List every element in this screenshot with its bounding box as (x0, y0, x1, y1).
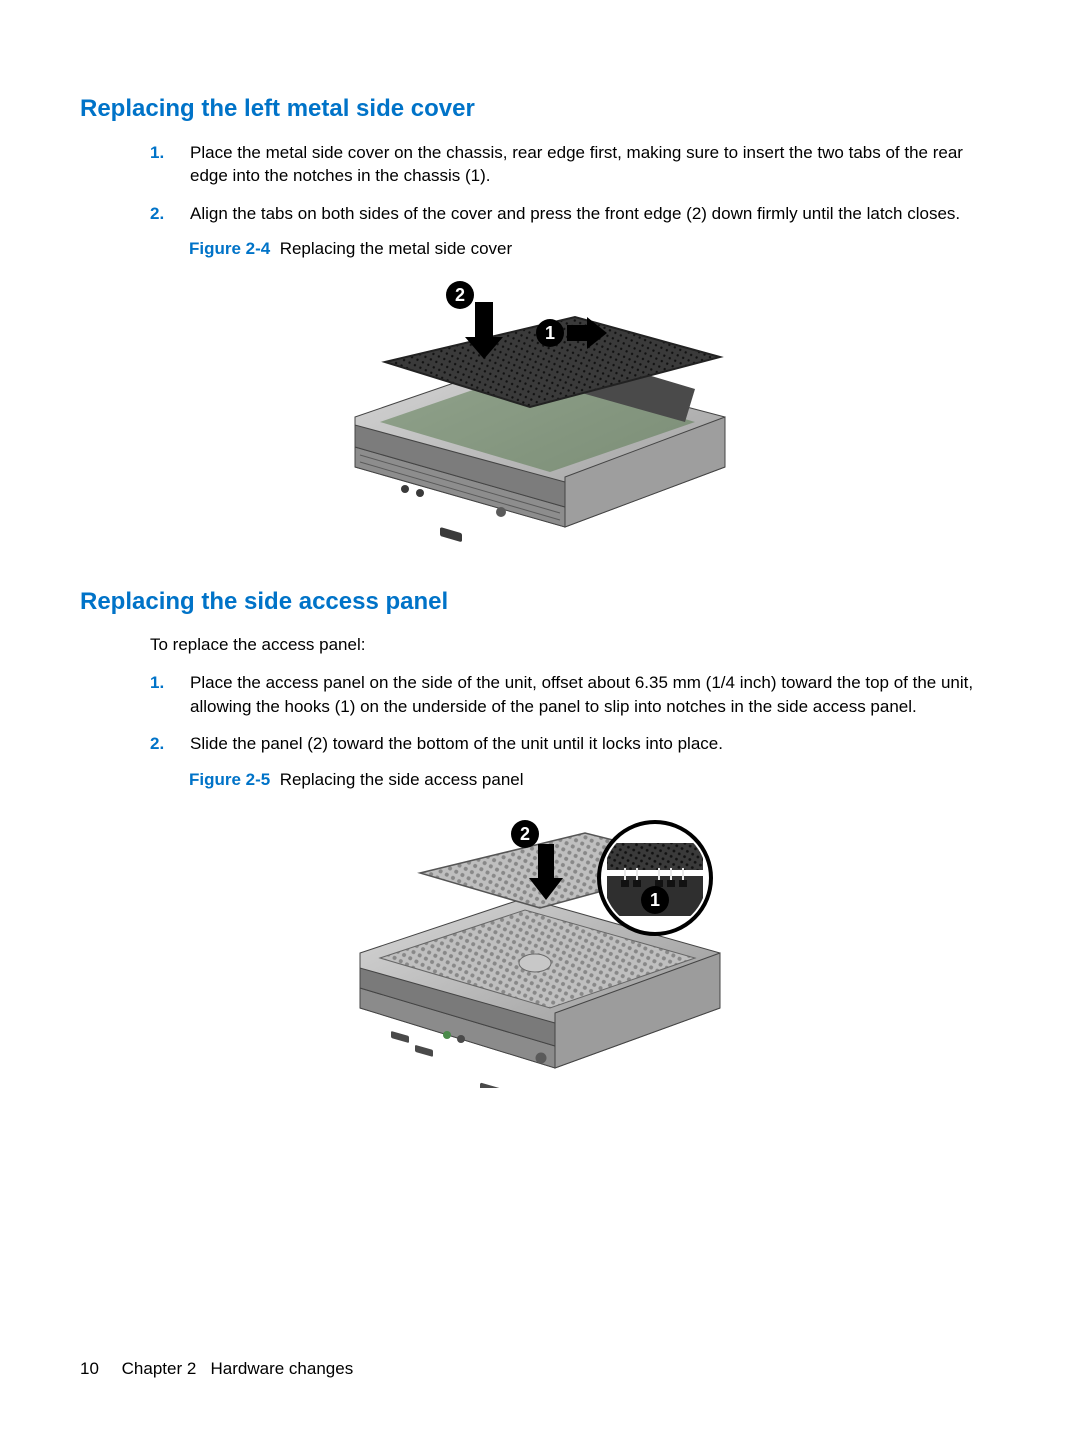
section-heading-1: Replacing the left metal side cover (80, 95, 1000, 123)
step-number: 2. (150, 202, 168, 225)
step-text: Slide the panel (2) toward the bottom of… (190, 732, 1000, 755)
figure-1: 2 1 (80, 267, 1000, 552)
page-footer: 10 Chapter 2 Hardware changes (80, 1359, 353, 1379)
page-number: 10 (80, 1359, 99, 1378)
figure-2-illustration: 2 (325, 798, 755, 1088)
document-page: Replacing the left metal side cover 1. P… (0, 0, 1080, 1437)
figure-caption-2: Figure 2-5 Replacing the side access pan… (189, 770, 1000, 790)
step-number: 2. (150, 732, 168, 755)
section-heading-2: Replacing the side access panel (80, 588, 1000, 616)
step-text: Place the access panel on the side of th… (190, 671, 1000, 718)
step-number: 1. (150, 671, 168, 718)
svg-text:1: 1 (545, 323, 555, 343)
svg-text:2: 2 (455, 285, 465, 305)
callout-1-inset: 1 (599, 822, 711, 934)
svg-text:1: 1 (650, 890, 660, 910)
svg-text:2: 2 (520, 824, 530, 844)
figure-1-illustration: 2 1 (325, 267, 755, 547)
step-number: 1. (150, 141, 168, 188)
list-item: 1. Place the access panel on the side of… (150, 671, 1000, 718)
figure-caption-text: Replacing the metal side cover (280, 239, 512, 258)
figure-caption-1: Figure 2-4 Replacing the metal side cove… (189, 239, 1000, 259)
section1-steps: 1. Place the metal side cover on the cha… (150, 141, 1000, 225)
list-item: 2. Slide the panel (2) toward the bottom… (150, 732, 1000, 755)
list-item: 2. Align the tabs on both sides of the c… (150, 202, 1000, 225)
list-item: 1. Place the metal side cover on the cha… (150, 141, 1000, 188)
step-text: Align the tabs on both sides of the cove… (190, 202, 1000, 225)
figure-2: 2 (80, 798, 1000, 1093)
figure-caption-text: Replacing the side access panel (280, 770, 524, 789)
section2-steps: 1. Place the access panel on the side of… (150, 671, 1000, 755)
figure-label: Figure 2-5 (189, 770, 270, 789)
figure-label: Figure 2-4 (189, 239, 270, 258)
step-text: Place the metal side cover on the chassi… (190, 141, 1000, 188)
chapter-label: Chapter 2 (122, 1359, 197, 1378)
section2-intro: To replace the access panel: (150, 634, 1000, 657)
chapter-title: Hardware changes (211, 1359, 354, 1378)
